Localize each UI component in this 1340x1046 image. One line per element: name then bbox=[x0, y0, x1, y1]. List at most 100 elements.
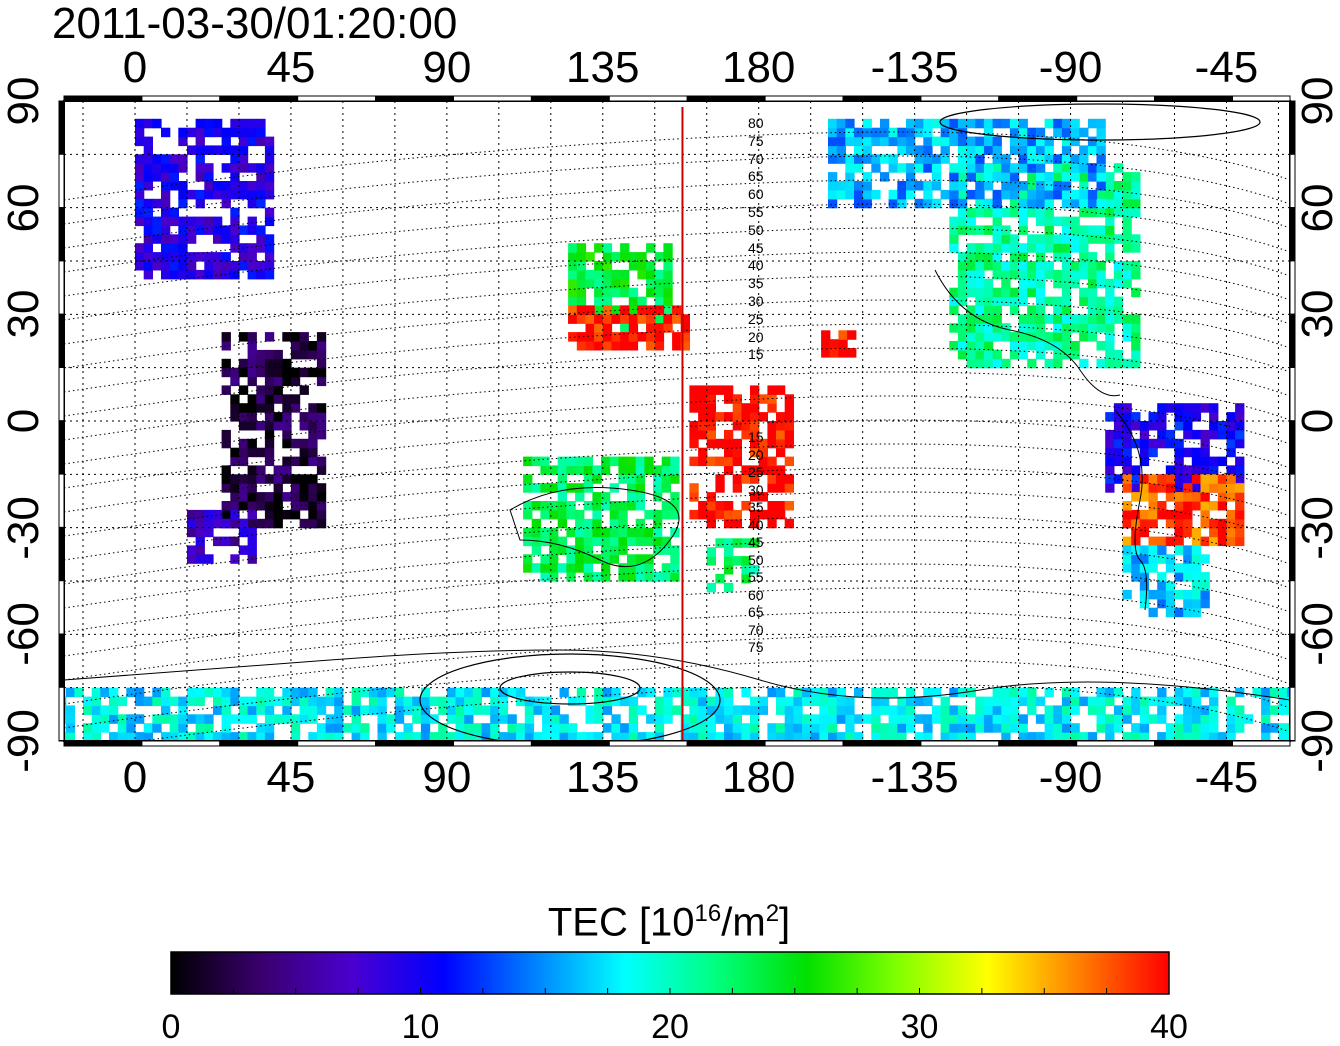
tec-cell bbox=[1183, 554, 1192, 564]
tec-cell bbox=[1157, 412, 1166, 422]
tec-cell bbox=[230, 554, 239, 564]
tec-cell bbox=[135, 714, 144, 724]
tec-cell bbox=[523, 554, 532, 564]
tec-cell bbox=[993, 199, 1002, 209]
tec-cell bbox=[1010, 128, 1019, 138]
tec-cell bbox=[958, 714, 967, 724]
tec-cell bbox=[1097, 234, 1106, 244]
tec-cell bbox=[603, 243, 612, 253]
tec-cell bbox=[1062, 697, 1071, 707]
tec-cell bbox=[230, 537, 239, 547]
tec-cell bbox=[637, 305, 646, 315]
tec-cell bbox=[707, 385, 716, 395]
tec-cell bbox=[204, 528, 213, 538]
tec-cell bbox=[724, 538, 733, 548]
magnetic-latitude-label: 25 bbox=[748, 312, 764, 326]
tec-cell bbox=[222, 359, 231, 369]
tec-cell bbox=[66, 714, 75, 724]
tec-cell bbox=[967, 261, 976, 271]
tec-cell bbox=[239, 119, 248, 129]
tec-cell bbox=[845, 723, 854, 733]
tec-cell bbox=[1183, 510, 1192, 520]
tec-cell bbox=[317, 510, 326, 520]
tec-cell bbox=[1131, 181, 1140, 191]
tec-cell bbox=[282, 705, 291, 715]
tec-cell bbox=[230, 714, 239, 724]
tec-cell bbox=[1114, 270, 1123, 280]
tec-cell bbox=[1045, 208, 1054, 218]
magnetic-latitude-label: 70 bbox=[748, 152, 764, 166]
tec-cell bbox=[300, 385, 309, 395]
tec-cell bbox=[941, 145, 950, 155]
tec-cell bbox=[1105, 465, 1114, 475]
tec-cell bbox=[196, 270, 205, 280]
tec-cell bbox=[967, 217, 976, 227]
tec-cell bbox=[880, 688, 889, 698]
tec-cell bbox=[248, 217, 257, 227]
tec-cell bbox=[733, 474, 742, 484]
tec-cell bbox=[967, 163, 976, 173]
tec-cell bbox=[889, 705, 898, 715]
tec-cell bbox=[584, 465, 593, 475]
tec-cell bbox=[993, 252, 1002, 262]
tec-cell bbox=[490, 688, 499, 698]
tec-cell bbox=[636, 465, 645, 475]
tec-cell bbox=[689, 697, 698, 707]
tec-cell bbox=[611, 723, 620, 733]
tec-cell bbox=[317, 403, 326, 413]
tec-cell bbox=[620, 323, 629, 333]
tec-cell bbox=[1105, 412, 1114, 422]
tec-cell bbox=[663, 697, 672, 707]
tec-cell bbox=[456, 705, 465, 715]
tec-cell bbox=[1027, 145, 1036, 155]
tec-cell bbox=[1045, 723, 1054, 733]
tec-cell bbox=[48, 714, 57, 724]
tec-cell bbox=[975, 323, 984, 333]
tec-cell bbox=[845, 181, 854, 191]
tec-cell bbox=[291, 341, 300, 351]
tec-cell bbox=[584, 563, 593, 573]
tec-cell bbox=[230, 208, 239, 218]
tec-cell bbox=[1149, 563, 1158, 573]
tec-cell bbox=[109, 697, 118, 707]
tec-cell bbox=[967, 323, 976, 333]
magnetic-latitude-label: 20 bbox=[748, 448, 764, 462]
tec-cell bbox=[1131, 341, 1140, 351]
tec-cell bbox=[222, 137, 231, 147]
tec-cell bbox=[178, 199, 187, 209]
tec-cell bbox=[603, 252, 612, 262]
tec-cell bbox=[1201, 403, 1210, 413]
tec-cell bbox=[975, 145, 984, 155]
tec-cell bbox=[967, 723, 976, 733]
tec-cell bbox=[1097, 323, 1106, 333]
tec-cell bbox=[1131, 537, 1140, 547]
tec-cell bbox=[1105, 439, 1114, 449]
tec-cell bbox=[540, 465, 549, 475]
tec-cell bbox=[821, 339, 830, 349]
tec-region bbox=[187, 510, 257, 564]
tec-cell bbox=[1071, 705, 1080, 715]
tec-cell bbox=[584, 519, 593, 529]
tec-cell bbox=[897, 137, 906, 147]
tec-cell bbox=[152, 697, 161, 707]
tec-cell bbox=[1183, 412, 1192, 422]
tec-cell bbox=[958, 279, 967, 289]
tec-cell bbox=[655, 705, 664, 715]
tec-cell bbox=[715, 501, 724, 511]
tec-cell bbox=[785, 483, 794, 493]
tec-cell bbox=[187, 261, 196, 271]
tec-cell bbox=[66, 723, 75, 733]
tec-cell bbox=[1053, 119, 1062, 129]
tec-cell bbox=[204, 128, 213, 138]
tec-cell bbox=[300, 350, 309, 360]
tec-cell bbox=[707, 412, 716, 422]
tec-cell bbox=[637, 261, 646, 271]
tec-cell bbox=[282, 465, 291, 475]
tec-cell bbox=[854, 145, 863, 155]
magnetic-latitude-label: 50 bbox=[748, 553, 764, 567]
tec-cell bbox=[1071, 243, 1080, 253]
tec-cell bbox=[386, 688, 395, 698]
tec-cell bbox=[1166, 483, 1175, 493]
tec-cell bbox=[1123, 563, 1132, 573]
tec-cell bbox=[482, 705, 491, 715]
